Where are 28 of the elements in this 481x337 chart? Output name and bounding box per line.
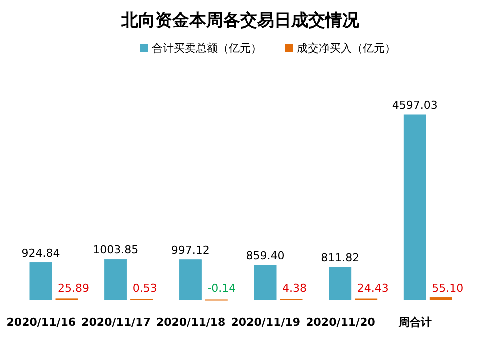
data-label: -0.14 <box>208 282 236 295</box>
x-tick-label: 2020/11/20 <box>306 316 376 329</box>
x-tick-label: 周合计 <box>398 316 432 329</box>
bar <box>30 262 52 300</box>
bar <box>104 259 128 300</box>
data-label: 55.10 <box>432 282 464 295</box>
data-label: 811.82 <box>321 251 360 264</box>
data-label: 24.43 <box>357 282 389 295</box>
x-tick-label: 2020/11/18 <box>156 316 226 329</box>
bar <box>430 298 452 300</box>
x-tick-label: 2020/11/17 <box>82 316 151 329</box>
data-label: 0.53 <box>132 282 158 295</box>
data-label: 4597.03 <box>392 99 438 112</box>
data-label: 1003.85 <box>93 244 139 257</box>
chart-title: 北向资金本周各交易日成交情况 <box>120 11 360 31</box>
bar <box>254 265 277 300</box>
bar <box>329 267 352 300</box>
data-label: 4.38 <box>282 282 307 295</box>
x-tick-label: 2020/11/16 <box>6 316 76 329</box>
data-label: 25.89 <box>58 282 90 295</box>
bar <box>404 114 426 300</box>
data-label: 859.40 <box>246 249 285 262</box>
data-label: 997.12 <box>171 244 210 257</box>
x-tick-label: 2020/11/19 <box>231 316 301 329</box>
bar <box>179 260 202 300</box>
data-label: 924.84 <box>22 246 60 260</box>
legend-label: 成交净买入（亿元） <box>297 42 396 55</box>
legend-label: 合计买卖总额（亿元） <box>152 42 262 55</box>
